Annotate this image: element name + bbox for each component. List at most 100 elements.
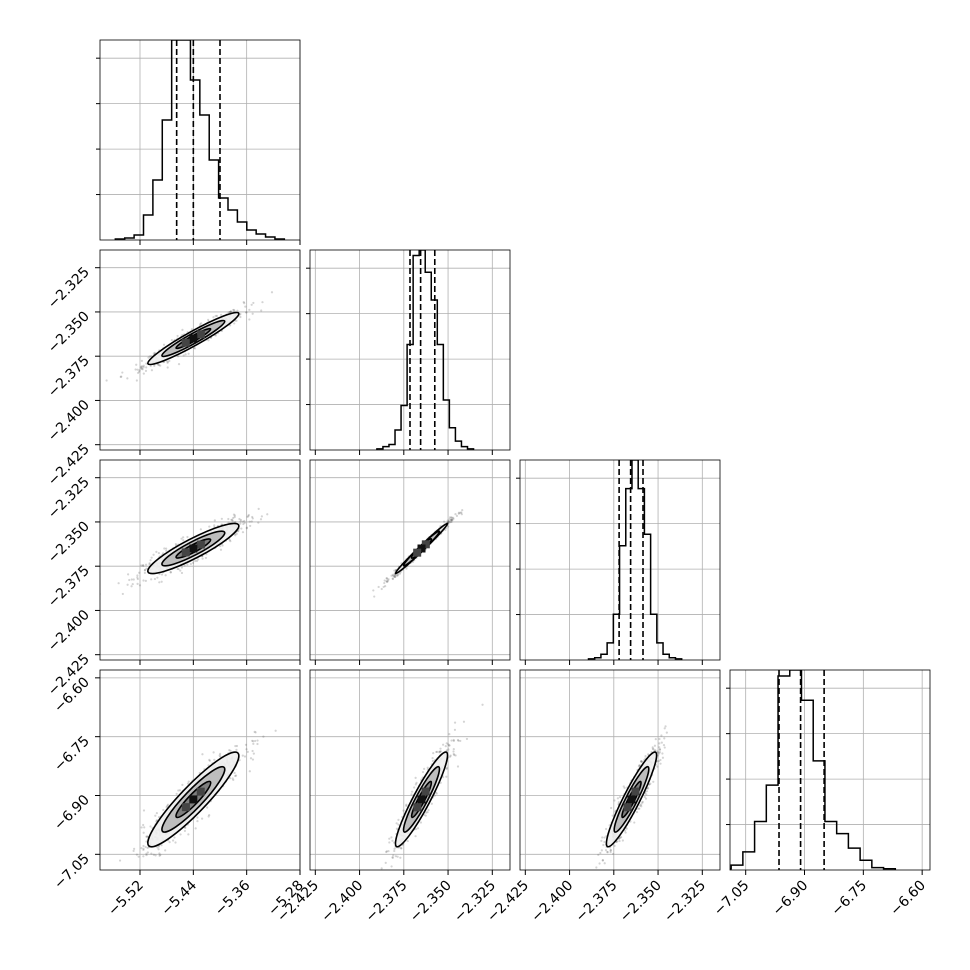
- sample-point: [652, 780, 655, 783]
- sample-point: [235, 319, 238, 322]
- sample-point: [457, 739, 460, 742]
- x-tick-label: −6.90: [770, 878, 812, 920]
- sample-point: [410, 790, 414, 793]
- sample-point: [450, 518, 454, 521]
- sample-point: [170, 339, 173, 342]
- sample-point: [450, 739, 453, 742]
- sample-point: [231, 777, 234, 780]
- sample-point: [438, 751, 441, 754]
- sample-point: [445, 767, 448, 771]
- sample-point: [146, 851, 149, 854]
- sample-point: [179, 569, 182, 572]
- sample-point: [450, 518, 453, 521]
- sample-point: [242, 522, 245, 526]
- sample-point: [380, 867, 383, 870]
- sample-point: [425, 811, 428, 814]
- sample-point: [197, 558, 200, 561]
- sample-point: [447, 748, 450, 751]
- sample-point: [377, 585, 380, 589]
- sample-point: [449, 520, 452, 524]
- sample-point: [609, 850, 612, 854]
- sample-point: [145, 567, 148, 570]
- sample-point: [449, 754, 452, 757]
- sample-point: [270, 291, 274, 294]
- panel-3-2: −2.425−2.400−2.375−2.350−2.325: [484, 669, 721, 926]
- sample-point: [453, 728, 457, 731]
- sample-point: [623, 829, 627, 832]
- sample-point: [142, 579, 145, 582]
- sample-point: [372, 589, 375, 592]
- sample-point: [182, 354, 185, 357]
- density-peak: [631, 787, 640, 796]
- sample-point: [231, 518, 234, 521]
- sample-point: [157, 848, 160, 851]
- sample-point: [117, 582, 120, 585]
- gridlines: [100, 670, 301, 870]
- sample-point: [144, 579, 147, 582]
- sample-point: [250, 303, 253, 306]
- sample-point: [459, 739, 462, 743]
- sample-point: [230, 518, 233, 521]
- sample-point: [649, 782, 652, 785]
- sample-point: [165, 806, 168, 809]
- sample-point: [387, 849, 390, 853]
- sample-point: [234, 774, 238, 777]
- axes-frame: [99, 459, 301, 661]
- sample-point: [465, 737, 469, 741]
- sample-point: [658, 748, 662, 751]
- sample-point: [145, 853, 148, 857]
- axes-frame: [519, 459, 721, 661]
- sample-point: [656, 765, 659, 768]
- sample-point: [386, 579, 390, 582]
- sample-point: [186, 563, 189, 566]
- density-peak: [189, 544, 198, 553]
- sample-point: [136, 574, 139, 577]
- sample-point: [229, 324, 232, 327]
- sample-point: [447, 520, 450, 523]
- sample-point: [142, 809, 146, 812]
- sample-point: [393, 849, 396, 853]
- sample-point: [142, 848, 145, 851]
- sample-point: [453, 753, 456, 757]
- axes-frame: [99, 669, 301, 871]
- sample-point: [206, 806, 209, 809]
- sample-point: [208, 525, 211, 528]
- sample-point: [140, 564, 143, 567]
- sample-point: [152, 352, 155, 355]
- sample-point: [405, 567, 408, 570]
- sample-point: [142, 823, 145, 827]
- sample-point: [641, 800, 644, 803]
- sample-point: [427, 808, 430, 812]
- sample-point: [405, 803, 408, 806]
- sample-point: [165, 549, 168, 552]
- sample-point: [175, 792, 178, 795]
- sample-point: [599, 851, 602, 855]
- sample-point: [645, 790, 649, 793]
- sample-point: [661, 752, 664, 755]
- sample-point: [452, 739, 455, 742]
- sample-point: [424, 814, 427, 817]
- sample-point: [604, 849, 608, 852]
- sample-point: [180, 566, 184, 569]
- sample-point: [219, 548, 223, 551]
- sample-point: [445, 742, 448, 745]
- sample-point: [128, 578, 131, 582]
- sample-point: [252, 301, 255, 305]
- sample-point: [166, 366, 169, 369]
- sample-point: [240, 527, 243, 530]
- sample-point: [187, 352, 190, 355]
- sample-point: [435, 792, 438, 795]
- sample-point: [653, 744, 657, 747]
- sample-point: [138, 584, 142, 587]
- sample-point: [256, 742, 259, 746]
- sample-point: [120, 375, 123, 378]
- sample-point: [212, 316, 215, 319]
- sample-point: [140, 365, 143, 368]
- sample-point: [132, 849, 135, 853]
- sample-point: [601, 859, 604, 862]
- x-tick-label: −2.375: [573, 878, 621, 926]
- sample-point: [191, 561, 195, 564]
- sample-point: [462, 720, 466, 723]
- sample-point: [241, 754, 244, 757]
- sample-point: [196, 816, 199, 819]
